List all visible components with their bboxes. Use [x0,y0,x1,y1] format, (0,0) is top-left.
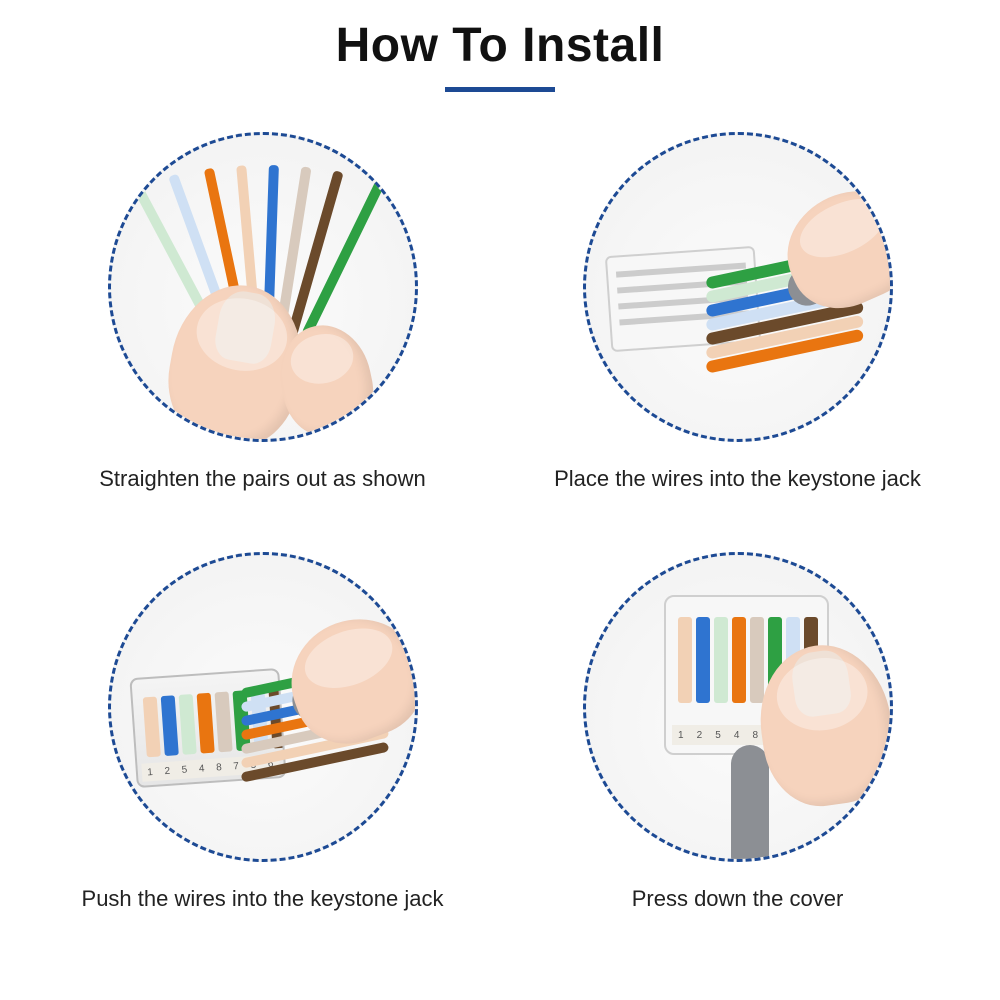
step-1: Straighten the pairs out as shown [70,132,455,492]
step-2-illustration [583,132,893,442]
step-4-illustration: 12548736 B A [583,552,893,862]
page-title: How To Install [336,18,665,73]
step-2-caption: Place the wires into the keystone jack [554,466,921,492]
step-3-illustration: 12548736 [108,552,418,862]
steps-grid: Straighten the pairs out as shown Place … [70,132,930,912]
step-3-caption: Push the wires into the keystone jack [82,886,444,912]
pin-digit: 2 [164,765,171,776]
connector-slot [714,617,728,703]
connector-slot [750,617,764,703]
pin-digit: 1 [678,730,684,741]
pin-digit: 4 [198,763,205,774]
pin-digit: 1 [146,766,153,777]
step-4: 12548736 B A Press down the cover [545,552,930,912]
connector-slot [178,694,196,755]
connector-slot [678,617,692,703]
pin-digit: 4 [734,730,740,741]
infographic-page: How To Install Straighten the pairs out … [0,0,1000,1000]
pin-digit: 8 [215,762,222,773]
cable-jacket [731,745,769,862]
title-accent-bar [445,87,555,92]
thumbnail-icon [788,648,852,719]
pin-digit: 5 [181,764,188,775]
connector-slot [696,617,710,703]
connector-slot [214,691,232,752]
step-1-caption: Straighten the pairs out as shown [99,466,426,492]
connector-slot [732,617,746,703]
pin-digit: 7 [232,760,239,771]
step-1-illustration [108,132,418,442]
pin-digit: 5 [715,730,721,741]
thumbnail-icon [212,288,279,367]
step-3: 12548736 Push the wires into the keyston… [70,552,455,912]
connector-slot [196,693,214,754]
step-4-caption: Press down the cover [632,886,844,912]
connector-slot [160,695,178,756]
pin-digit: 8 [753,730,759,741]
step-2: Place the wires into the keystone jack [545,132,930,492]
pin-digit: 2 [697,730,703,741]
connector-slot [142,697,160,758]
